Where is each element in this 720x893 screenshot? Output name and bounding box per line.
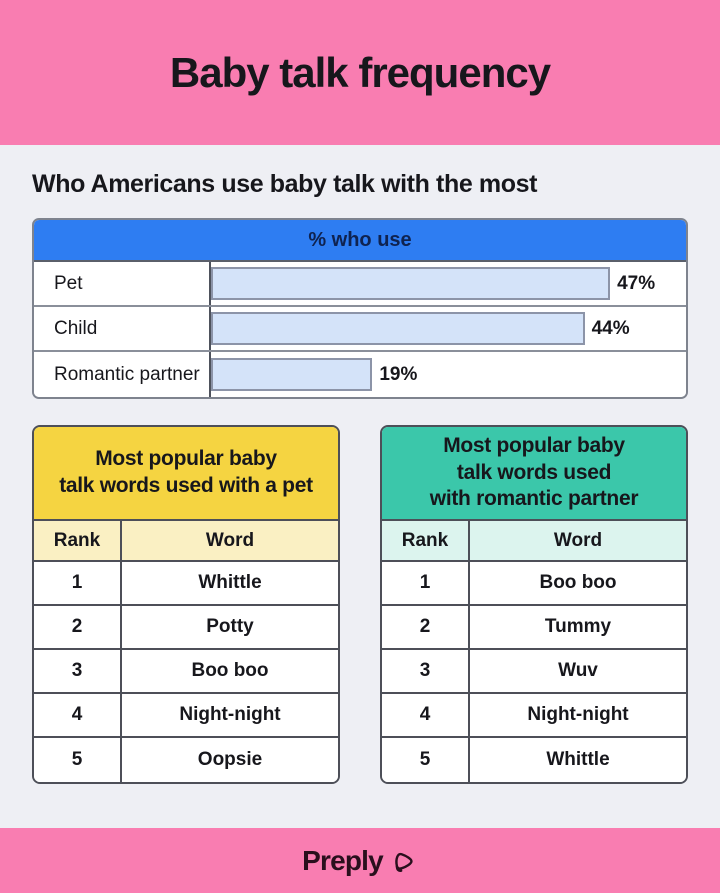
page-footer: Preply xyxy=(0,828,720,893)
word-cell: Night-night xyxy=(179,704,281,725)
chart-header: % who use xyxy=(34,220,686,262)
chart-row: Child 44% xyxy=(34,307,686,352)
chart-category-label: Romantic partner xyxy=(34,352,211,397)
chart-bar-cell: 47% xyxy=(211,262,686,305)
chart-row: Romantic partner 19% xyxy=(34,352,686,397)
rank-cell: 1 xyxy=(382,562,470,604)
word-cell: Boo boo xyxy=(191,660,269,681)
table-row: 4 Night-night xyxy=(382,694,686,738)
word-tables: Most popular baby talk words used with a… xyxy=(32,425,688,784)
chart-row: Pet 47% xyxy=(34,262,686,307)
table-row: 5 Oopsie xyxy=(34,738,338,782)
table-row: 3 Wuv xyxy=(382,650,686,694)
column-header-word: Word xyxy=(205,529,255,551)
baby-talk-bar-chart: % who use Pet 47% Child 44% Romantic partner… xyxy=(32,218,688,399)
chart-bar-cell: 44% xyxy=(211,307,686,350)
rank-cell: 2 xyxy=(34,606,122,648)
table-title: Most popular baby talk words used with r… xyxy=(382,427,686,521)
table-row: 5 Whittle xyxy=(382,738,686,782)
chart-bar-cell: 19% xyxy=(211,352,686,397)
table-column-headers: Rank Word xyxy=(34,521,338,562)
word-cell: Boo boo xyxy=(539,572,617,593)
rank-cell: 3 xyxy=(34,650,122,692)
page-header: Baby talk frequency xyxy=(0,0,720,145)
main-content: Who Americans use baby talk with the mos… xyxy=(0,145,720,828)
rank-cell: 5 xyxy=(34,738,122,782)
table-row: 4 Night-night xyxy=(34,694,338,738)
chart-bar-value: 47% xyxy=(617,272,656,294)
rank-cell: 4 xyxy=(382,694,470,736)
brand-wordmark: Preply xyxy=(302,844,384,876)
table-body: 1 Whittle 2 Potty 3 Boo boo 4 Night-night 5 Oopsi… xyxy=(34,562,338,782)
chart-bar xyxy=(211,267,611,300)
word-cell: Potty xyxy=(206,616,254,637)
column-header-rank: Rank xyxy=(34,521,122,560)
word-cell: Tummy xyxy=(544,616,612,637)
word-cell: Oopsie xyxy=(197,749,263,770)
chart-bar xyxy=(211,312,585,345)
rank-cell: 4 xyxy=(34,694,122,736)
rank-cell: 3 xyxy=(382,650,470,692)
chart-category-label: Pet xyxy=(34,262,211,305)
word-cell: Night-night xyxy=(527,704,629,725)
page-title: Baby talk frequency xyxy=(169,48,551,96)
column-header-word: Word xyxy=(553,529,603,551)
table-body: 1 Boo boo 2 Tummy 3 Wuv 4 Night-night 5 Whittle xyxy=(382,562,686,782)
rank-cell: 5 xyxy=(382,738,470,782)
word-cell: Wuv xyxy=(558,660,598,681)
rank-cell: 1 xyxy=(34,562,122,604)
section-heading: Who Americans use baby talk with the mos… xyxy=(32,170,537,198)
chart-bar-value: 19% xyxy=(379,363,418,385)
preply-arrow-icon xyxy=(388,846,418,876)
table-column-headers: Rank Word xyxy=(382,521,686,562)
column-header-rank: Rank xyxy=(382,521,470,560)
rank-cell: 2 xyxy=(382,606,470,648)
table-row: 2 Tummy xyxy=(382,606,686,650)
chart-bar xyxy=(211,358,373,391)
chart-bar-value: 44% xyxy=(591,317,630,339)
table-row: 2 Potty xyxy=(34,606,338,650)
table-row: 1 Whittle xyxy=(34,562,338,606)
romantic-partner-words-table: Most popular baby talk words used with r… xyxy=(380,425,688,784)
pet-words-table: Most popular baby talk words used with a… xyxy=(32,425,340,784)
table-title: Most popular baby talk words used with a… xyxy=(34,427,338,521)
word-cell: Whittle xyxy=(198,572,262,593)
word-cell: Whittle xyxy=(546,749,610,770)
chart-category-label: Child xyxy=(34,307,211,350)
table-row: 1 Boo boo xyxy=(382,562,686,606)
table-row: 3 Boo boo xyxy=(34,650,338,694)
chart-rows: Pet 47% Child 44% Romantic partner 19% xyxy=(34,262,686,397)
